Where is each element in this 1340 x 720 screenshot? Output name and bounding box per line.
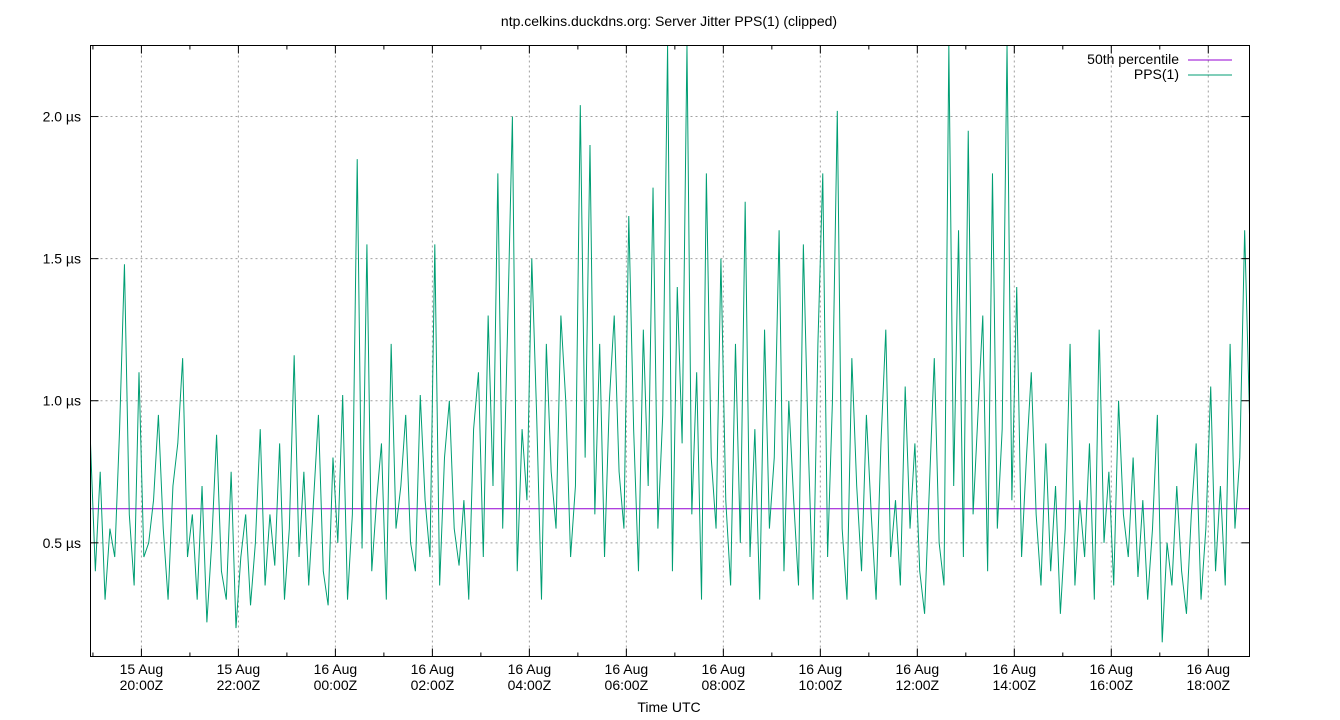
y-tick-label: 1.5 µs [43,251,81,267]
x-tick-label-date: 16 Aug [605,661,649,677]
x-tick-label-time: 06:00Z [605,677,649,693]
x-tick-label-date: 16 Aug [1186,661,1230,677]
x-tick-label-time: 12:00Z [896,677,940,693]
x-tick-label-date: 16 Aug [799,661,843,677]
x-tick-label-date: 16 Aug [896,661,940,677]
x-axis-label: Time UTC [637,699,700,715]
y-tick-label: 1.0 µs [43,393,81,409]
x-tick-label-date: 16 Aug [1089,661,1133,677]
series-layer [90,45,1250,643]
x-tick-label-date: 16 Aug [411,661,455,677]
x-tick-label-time: 02:00Z [411,677,455,693]
pps-series-line [90,45,1250,643]
chart-title: ntp.celkins.duckdns.org: Server Jitter P… [501,13,837,29]
y-tick-label: 2.0 µs [43,109,81,125]
x-tick-label-date: 16 Aug [993,661,1037,677]
x-tick-label-time: 10:00Z [799,677,843,693]
legend-label: 50th percentile [1087,51,1179,67]
x-tick-label-time: 22:00Z [217,677,261,693]
legend-label: PPS(1) [1134,66,1179,82]
x-tick-label-time: 04:00Z [508,677,552,693]
x-tick-label-time: 08:00Z [702,677,746,693]
x-tick-label-date: 15 Aug [120,661,164,677]
plot-frame [90,45,1250,657]
x-tick-label-time: 00:00Z [314,677,358,693]
x-tick-label-time: 14:00Z [993,677,1037,693]
x-tick-label-date: 16 Aug [702,661,746,677]
x-tick-label-time: 16:00Z [1089,677,1133,693]
y-tick-label: 0.5 µs [43,535,81,551]
x-tick-label-date: 16 Aug [314,661,358,677]
x-tick-label-time: 18:00Z [1186,677,1230,693]
x-tick-label-time: 20:00Z [120,677,164,693]
x-tick-label-date: 16 Aug [508,661,552,677]
x-tick-label-date: 15 Aug [217,661,261,677]
